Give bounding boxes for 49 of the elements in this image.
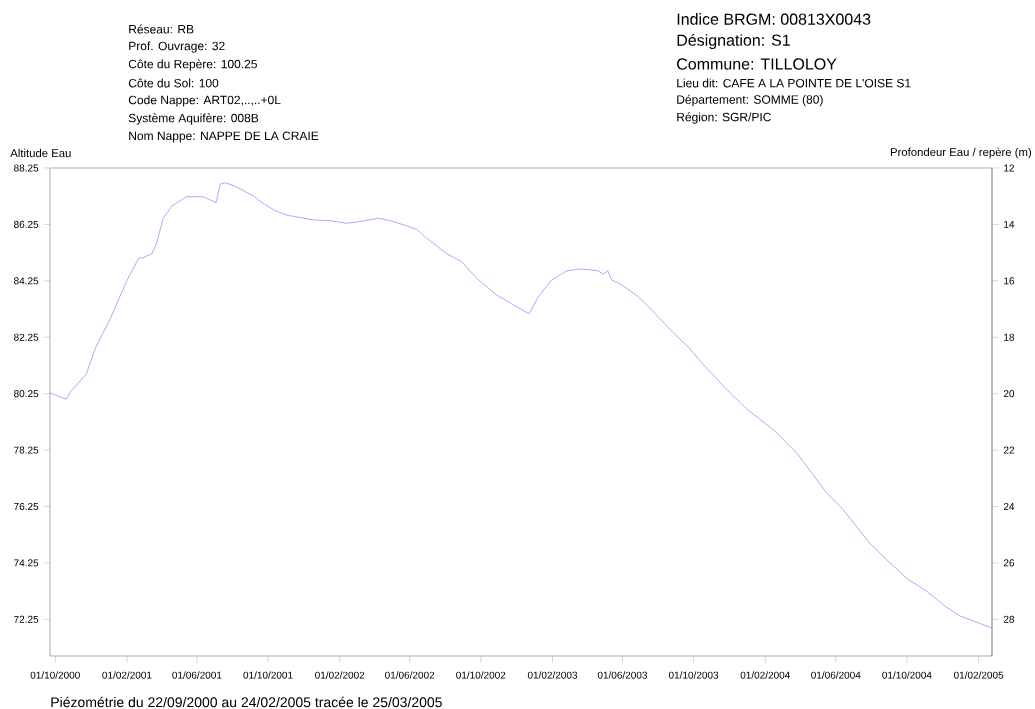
y2-tick-label: 14: [1004, 220, 1015, 228]
y-tick-label: 84.25: [14, 277, 39, 285]
x-tick-label: 01/10/2000: [30, 671, 80, 679]
y2-tick-label: 12: [1004, 164, 1015, 172]
text: Désignation: S1: [677, 33, 790, 50]
y2-axis-title: Profondeur Eau / repère (m): [890, 147, 1032, 159]
text: Département: SOMME (80): [677, 94, 823, 107]
y2-tick-label: 26: [1003, 559, 1015, 567]
y-tick-label: 82.25: [14, 333, 39, 341]
text: Code Nappe: ART02,..,..+0L: [128, 95, 281, 107]
y2-tick-label: 20: [1003, 390, 1015, 398]
y-tick-label: 76.25: [14, 502, 39, 511]
y2-tick-label: 22: [1003, 446, 1015, 454]
x-tick-label: 01/02/2002: [315, 671, 365, 679]
y-tick-label: 80.25: [14, 390, 39, 398]
y2-tick-label: 24: [1003, 503, 1015, 510]
x-tick-label: 01/10/2001: [243, 671, 293, 679]
x-tick-label: 01/10/2003: [668, 671, 719, 679]
y2-tick-label: 18: [1004, 333, 1015, 341]
text: Côte du Repère: 100.25: [128, 59, 257, 71]
x-tick-label: 01/06/2002: [385, 671, 435, 679]
line-series: [49, 182, 993, 629]
text: Piézométrie du 22/09/2000 au 24/02/2005 tracée le 25/03/2005: [51, 696, 442, 708]
text: Nom Nappe: NAPPE DE LA CRAIE: [129, 131, 319, 143]
x-tick-label: 01/10/2002: [456, 671, 506, 679]
text: Lieu dit: CAFE A LA POINTE DE L'OISE S1: [677, 78, 911, 88]
x-tick-label: 01/06/2004: [811, 671, 861, 679]
text: Réseau: RB: [129, 24, 194, 34]
y-tick-label: 86.25: [14, 220, 39, 228]
y-tick-label: 78.25: [14, 446, 39, 454]
y-tick-label: 88.25: [14, 164, 39, 172]
x-tick-label: 01/06/2003: [597, 671, 648, 679]
text: Région: SGR/PIC: [677, 112, 771, 124]
y2-tick-label: 28: [1003, 615, 1015, 623]
text: Commune: TILLOLOY: [677, 58, 837, 70]
text: Système Aquifère: 008B: [128, 113, 259, 125]
x-tick-label: 01/10/2004: [882, 671, 932, 679]
y-tick-label: 74.25: [14, 559, 39, 567]
y-tick-label: 72.25: [14, 615, 39, 623]
text: Prof. Ouvrage: 32: [129, 41, 225, 53]
x-tick-label: 01/02/2003: [527, 671, 578, 679]
x-tick-label: 01/02/2005: [953, 671, 1004, 679]
y2-tick-label: 16: [1004, 277, 1015, 285]
x-tick-label: 01/06/2001: [172, 671, 222, 679]
x-tick-label: 01/02/2001: [102, 671, 152, 679]
text: Indice BRGM: 00813X0043: [677, 13, 871, 25]
text: Côte du Sol: 100: [128, 78, 219, 88]
y-axis-title: Altitude Eau: [10, 148, 71, 158]
x-tick-label: 01/02/2004: [740, 671, 790, 679]
